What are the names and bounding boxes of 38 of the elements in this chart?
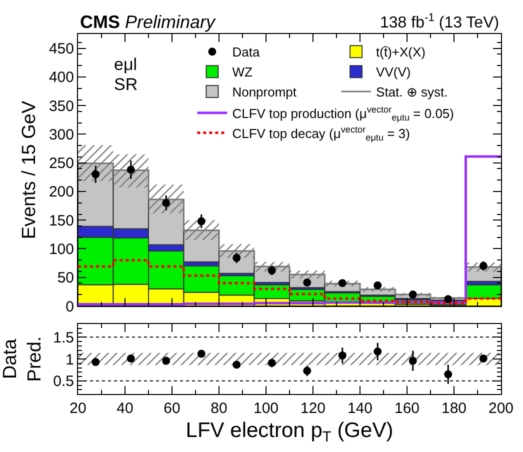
y-tick-label: 1.5 xyxy=(53,329,74,346)
x-tick-label: 120 xyxy=(300,400,326,417)
chart-subtitle: 138 fb$^{-1}$ (13 TeV) xyxy=(380,12,500,32)
y-tick-label: 0.5 xyxy=(53,373,74,390)
y-axis-title: Data Pred. xyxy=(0,336,46,382)
x-tick-label: 140 xyxy=(347,400,373,417)
legend-label: Stat. ⊕ syst. xyxy=(376,84,448,100)
legend-label: Data xyxy=(232,44,260,60)
y-tick-label: 1 xyxy=(66,351,74,368)
y-tick-label: 400 xyxy=(48,69,74,86)
y-tick-label: 450 xyxy=(48,40,74,58)
legend-label: Nonprompt xyxy=(232,84,297,100)
x-tick-label: 180 xyxy=(441,400,467,417)
x-axis-title: LFV electron p$_{T}$ (GeV) xyxy=(186,419,394,446)
y-tick-label: 0 xyxy=(66,298,74,316)
x-tick-label: 60 xyxy=(164,400,180,417)
x-tick-label: 160 xyxy=(394,400,420,417)
annotation: eμl xyxy=(114,55,138,74)
y-tick-label: 100 xyxy=(48,240,74,258)
annotation: SR xyxy=(114,75,138,94)
y-tick-label: 50 xyxy=(57,270,74,287)
y-tick-label: 200 xyxy=(48,184,74,201)
y-tick-label: 250 xyxy=(48,155,74,172)
legend-label: VV(V) xyxy=(376,64,411,80)
x-tick-label: 200 xyxy=(488,400,514,417)
x-tick-label: 80 xyxy=(210,400,228,417)
x-tick-label: 40 xyxy=(116,400,134,417)
legend-label: CLFV top production (μ$^{vector}$$_{eμtu}$ = 0.05) xyxy=(232,104,454,123)
x-tick-label: 100 xyxy=(253,400,279,417)
y-tick-label: 350 xyxy=(48,98,74,115)
legend-label: CLFV top decay (μ$^{vector}$$_{eμtu}$ = 3) xyxy=(232,124,410,143)
y-tick-label: 150 xyxy=(48,212,74,230)
chart-title: CMS Preliminary xyxy=(80,12,216,32)
legend-label: WZ xyxy=(232,64,252,80)
y-axis-title: Events / 15 GeV xyxy=(18,100,40,240)
legend-label: t(t̄)+X(X) xyxy=(376,44,426,60)
y-tick-label: 300 xyxy=(48,126,74,144)
x-tick-label: 20 xyxy=(70,400,86,417)
